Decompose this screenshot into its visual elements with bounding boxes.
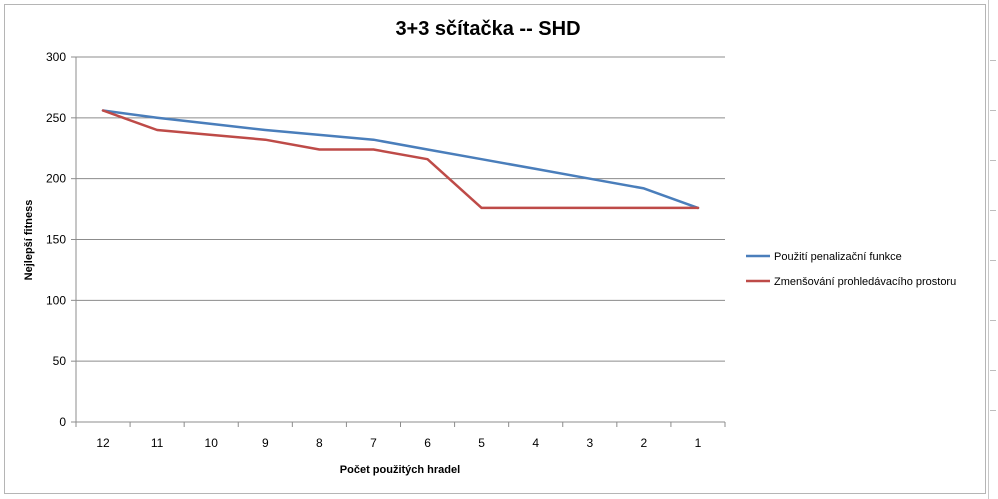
- x-tick-label: 8: [316, 436, 323, 450]
- y-tick-label: 50: [53, 354, 67, 368]
- y-tick-label: 200: [46, 172, 66, 186]
- series-lines: [101, 109, 700, 210]
- y-tick-label: 250: [46, 111, 66, 125]
- chart-area: [4, 4, 986, 494]
- x-tick-label: 11: [151, 436, 164, 450]
- y-axis-title: Nejlepší fitness: [23, 200, 35, 281]
- series-line-2: [101, 109, 700, 210]
- x-tick-label: 6: [424, 436, 431, 450]
- y-tick-label: 0: [59, 415, 66, 429]
- y-tick-label: 300: [46, 50, 66, 64]
- legend-label: Zmenšování prohledávacího prostoru: [774, 276, 956, 288]
- series-line-1: [101, 109, 700, 210]
- x-tick-label: 2: [641, 436, 648, 450]
- x-tick-label: 10: [205, 436, 219, 450]
- legend: Použití penalizační funkce Zmenšování pro…: [746, 251, 956, 288]
- chart-title: 3+3 sčítačka -- SHD: [395, 18, 580, 40]
- x-tick-label: 12: [96, 436, 110, 450]
- gridlines: [76, 56, 725, 362]
- x-tick-label: 5: [478, 436, 485, 450]
- y-tick-label: 100: [46, 293, 66, 307]
- x-axis-title: Počet použitých hradel: [340, 464, 460, 476]
- y-tick-labels: 0 50 100 150 200 250 300: [46, 50, 66, 429]
- x-tick-label: 7: [370, 436, 377, 450]
- x-tick-label: 3: [586, 436, 593, 450]
- axes: [71, 56, 726, 427]
- x-tick-labels: 12 11 10 9 8 7 6 5 4 3 2 1: [96, 436, 701, 450]
- window-edge: [988, 0, 998, 499]
- x-tick-label: 9: [262, 436, 269, 450]
- legend-label: Použití penalizační funkce: [774, 251, 902, 263]
- y-tick-label: 150: [46, 233, 66, 247]
- x-tick-label: 1: [695, 436, 702, 450]
- x-tick-label: 4: [532, 436, 539, 450]
